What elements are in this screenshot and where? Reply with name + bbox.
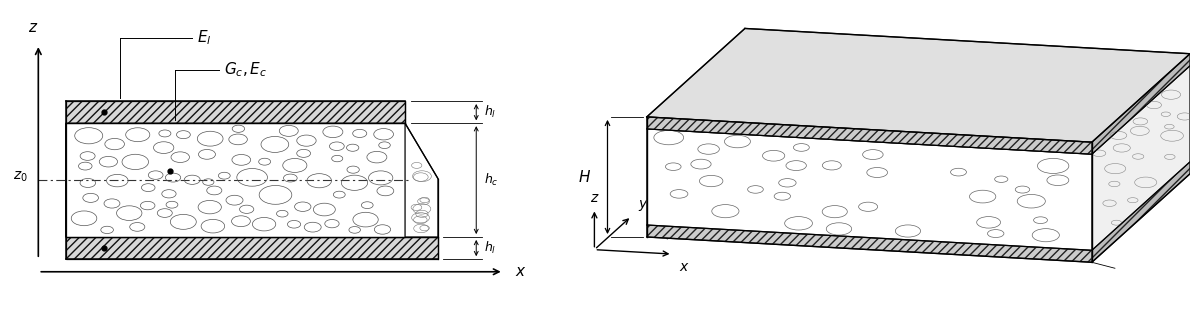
Polygon shape bbox=[65, 237, 438, 259]
Polygon shape bbox=[65, 123, 438, 237]
Polygon shape bbox=[647, 129, 1092, 250]
Polygon shape bbox=[647, 28, 1190, 142]
Text: $y$: $y$ bbox=[638, 198, 649, 213]
Text: $G_c, E_c$: $G_c, E_c$ bbox=[225, 60, 268, 79]
Text: $x$: $x$ bbox=[679, 260, 690, 274]
Text: $h_l$: $h_l$ bbox=[484, 240, 496, 256]
Text: $h_c$: $h_c$ bbox=[484, 172, 499, 188]
Polygon shape bbox=[65, 123, 405, 237]
Polygon shape bbox=[1092, 162, 1190, 262]
Text: $b$: $b$ bbox=[701, 207, 712, 223]
Text: $E_l$: $E_l$ bbox=[198, 28, 212, 47]
Polygon shape bbox=[1092, 54, 1190, 154]
Polygon shape bbox=[647, 117, 1092, 154]
Polygon shape bbox=[647, 225, 1092, 262]
Text: $z_0$: $z_0$ bbox=[13, 170, 27, 184]
Text: $x$: $x$ bbox=[514, 265, 526, 279]
Polygon shape bbox=[1092, 66, 1190, 250]
Text: $H$: $H$ bbox=[578, 169, 591, 185]
Polygon shape bbox=[65, 101, 405, 123]
Polygon shape bbox=[405, 123, 438, 237]
Text: $z$: $z$ bbox=[589, 191, 600, 205]
Text: $h_l$: $h_l$ bbox=[484, 104, 496, 120]
Text: $z$: $z$ bbox=[27, 21, 38, 35]
